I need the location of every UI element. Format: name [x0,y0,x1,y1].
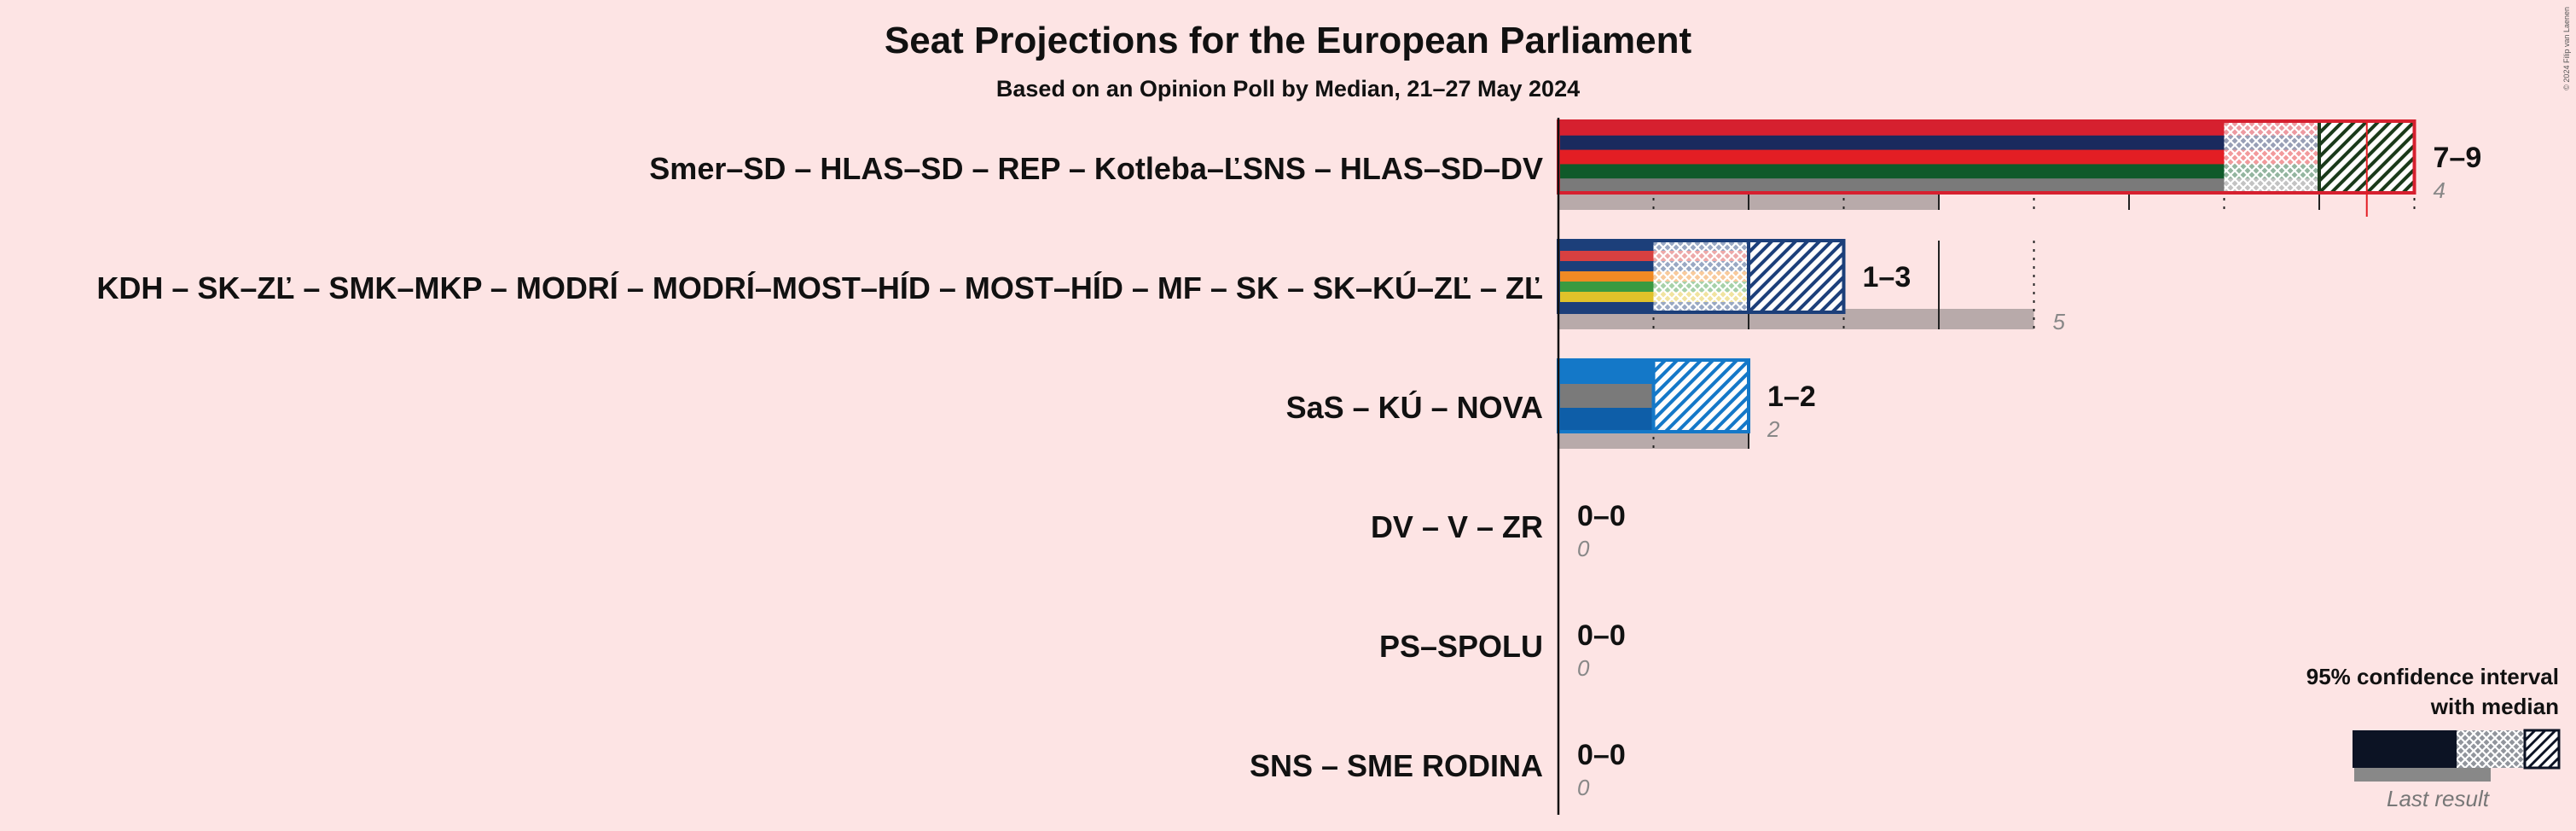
ci-upper-hatch [1747,239,1846,314]
ci-median-crosshatch [2224,121,2319,193]
ci-solid-stripe [1558,408,1654,433]
party-row: DV – V – ZR 0–0 0 [1371,500,1626,561]
legend-crosshatch-swatch [2457,730,2525,768]
legend-solid-swatch [2353,730,2457,768]
last-result-label: 0 [1577,655,1590,681]
range-label: 1–2 [1767,381,1816,413]
chart-subtitle: Based on an Opinion Poll by Median, 21–2… [996,76,1580,102]
ci-solid-stripe [1558,261,1654,272]
ci-solid-stripe [1558,164,2225,179]
range-label: 0–0 [1577,739,1626,771]
last-result-label: 5 [2053,309,2066,334]
copyright-note: © 2024 Filip van Laenen [2562,7,2571,90]
range-label: 1–3 [1863,261,1912,293]
ci-solid-stripe [1558,135,2225,151]
ci-solid-stripe [1558,241,1654,252]
legend-last-result-label: Last result [2387,786,2491,811]
party-row: SaS – KÚ – NOVA 1–2 2 [1286,358,1816,449]
party-label: SaS – KÚ – NOVA [1286,389,1543,425]
last-result-label: 2 [1767,416,1780,442]
range-label: 7–9 [2434,142,2482,174]
ci-solid-stripe [1558,282,1654,293]
ci-solid-stripe [1558,292,1654,303]
party-row: Smer–SD – HLAS–SD – REP – Kotleba–ĽSNS –… [649,119,2482,217]
ci-upper-hatch [1651,358,1750,433]
ci-solid-stripe [1558,302,1654,313]
ci-solid-stripe [1558,178,2225,194]
party-label: SNS – SME RODINA [1250,748,1543,783]
ci-solid-stripe [1558,360,1654,385]
legend-last-result-swatch [2354,768,2491,782]
legend-line-2: with median [2430,694,2559,719]
range-label: 0–0 [1577,619,1626,652]
range-label: 0–0 [1577,500,1626,532]
ci-median-crosshatch [1653,241,1749,312]
last-result-label: 4 [2434,177,2445,203]
last-result-label: 0 [1577,775,1590,800]
party-row: PS–SPOLU 0–0 0 [1379,619,1626,681]
ci-solid-stripe [1558,251,1654,262]
chart-title: Seat Projections for the European Parlia… [885,20,1692,61]
party-rows: Smer–SD – HLAS–SD – REP – Kotleba–ĽSNS –… [96,119,2482,800]
party-label: DV – V – ZR [1371,509,1543,544]
party-label: Smer–SD – HLAS–SD – REP – Kotleba–ĽSNS –… [649,151,1543,186]
ci-solid-stripe [1558,384,1654,409]
party-row: SNS – SME RODINA 0–0 0 [1250,739,1626,800]
ci-solid-stripe [1558,121,2225,137]
legend: 95% confidence interval with median Last… [2306,664,2561,811]
party-label: KDH – SK–ZĽ – SMK–MKP – MODRÍ – MODRÍ–MO… [96,270,1543,305]
legend-hatch-swatch [2523,729,2561,770]
last-result-label: 0 [1577,536,1590,561]
legend-line-1: 95% confidence interval [2306,664,2559,689]
ci-solid-stripe [1558,149,2225,165]
ci-solid-stripe [1558,271,1654,282]
party-label: PS–SPOLU [1379,629,1543,664]
party-row: KDH – SK–ZĽ – SMK–MKP – MODRÍ – MODRÍ–MO… [96,239,2066,334]
